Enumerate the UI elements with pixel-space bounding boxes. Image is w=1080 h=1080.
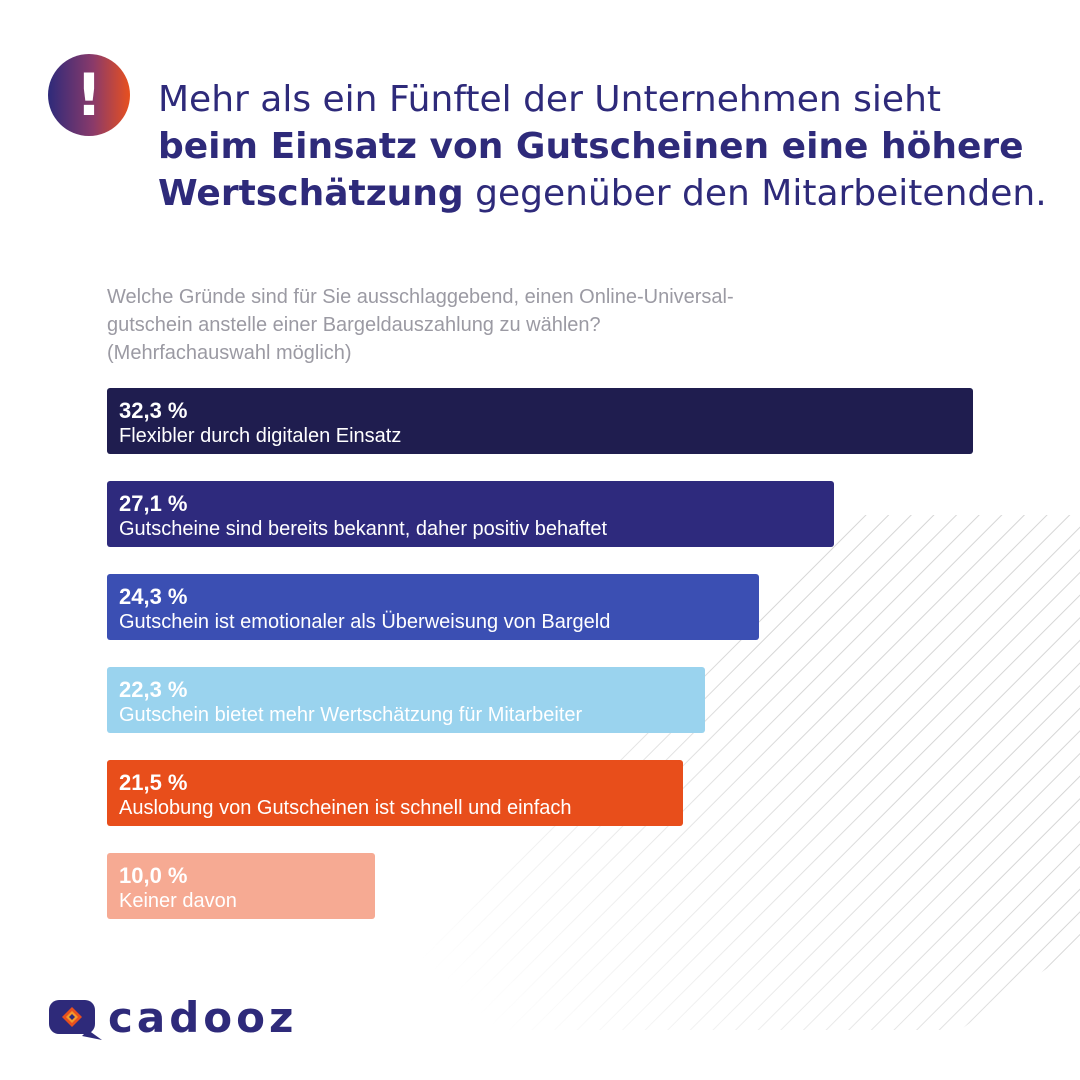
bar-category-label: Auslobung von Gutscheinen ist schnell un… — [119, 797, 572, 819]
headline-line-3-bold: Wertschätzung — [158, 173, 464, 214]
headline-line-2: beim Einsatz von Gutscheinen eine höhere — [158, 123, 1058, 170]
question-line-2: gutschein anstelle einer Bargeldauszahlu… — [107, 314, 601, 336]
headline-line-1: Mehr als ein Fünftel der Unternehmen sie… — [158, 79, 941, 120]
bar-value-label: 32,3 % — [119, 398, 188, 423]
bar-category-label: Keiner davon — [119, 890, 237, 912]
bar-1: 32,3 % Flexibler durch digitalen Einsatz — [107, 388, 973, 454]
bar-value-label: 21,5 % — [119, 770, 188, 795]
bar-value-label: 27,1 % — [119, 491, 188, 516]
bar-5: 21,5 % Auslobung von Gutscheinen ist schn… — [107, 760, 683, 826]
headline-line-3: Wertschätzung gegenüber den Mitarbeitend… — [158, 170, 1058, 217]
bar-value-label: 24,3 % — [119, 584, 188, 609]
headline: Mehr als ein Fünftel der Unternehmen sie… — [158, 76, 1058, 217]
bar-category-label: Gutschein ist emotionaler als Überweisun… — [119, 611, 611, 633]
bar-3: 24,3 % Gutschein ist emotionaler als Über… — [107, 574, 759, 640]
bar-category-label: Gutscheine sind bereits bekannt, daher p… — [119, 518, 608, 540]
bar-chart: 32,3 % Flexibler durch digitalen Einsatz 2… — [107, 388, 987, 928]
bar-category-label: Flexibler durch digitalen Einsatz — [119, 425, 402, 447]
survey-question: Welche Gründe sind für Sie ausschlaggebe… — [107, 283, 807, 367]
headline-line-3-rest: gegenüber den Mitarbeitenden. — [463, 173, 1047, 214]
cadooz-logo: cadooz — [48, 993, 328, 1044]
cadooz-logo-icon — [49, 1000, 102, 1040]
headline-line-2-bold: beim Einsatz von Gutscheinen eine höhere — [158, 126, 1024, 167]
exclamation-icon: ! — [48, 54, 130, 136]
bar-4: 22,3 % Gutschein bietet mehr Wertschätzun… — [107, 667, 705, 733]
bar-value-label: 22,3 % — [119, 677, 188, 702]
bar-category-label: Gutschein bietet mehr Wertschätzung für … — [119, 704, 583, 726]
question-line-1: Welche Gründe sind für Sie ausschlaggebe… — [107, 286, 734, 308]
bar-2: 27,1 % Gutscheine sind bereits bekannt, d… — [107, 481, 834, 547]
bar-value-label: 10,0 % — [119, 863, 188, 888]
brand-name: cadooz — [108, 993, 298, 1042]
question-line-3: (Mehrfachauswahl möglich) — [107, 342, 352, 364]
bar-6: 10,0 % Keiner davon — [107, 853, 375, 919]
